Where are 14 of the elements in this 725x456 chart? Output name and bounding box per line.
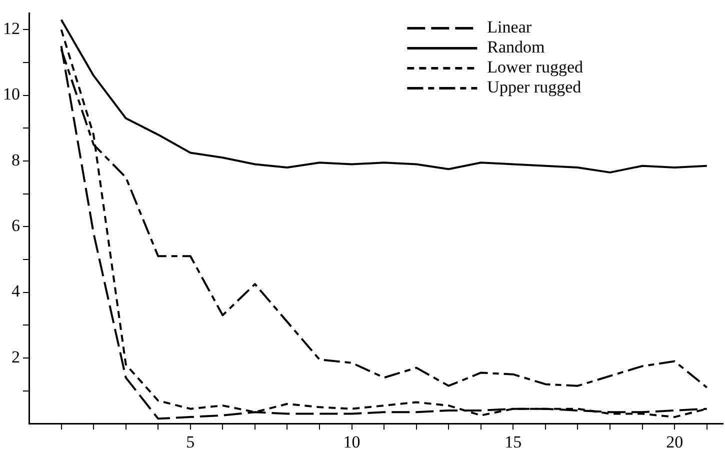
y-tick-label: 8 — [12, 150, 20, 170]
x-tick-label: 10 — [343, 432, 360, 452]
x-tick-label: 20 — [666, 432, 684, 452]
legend-label: Upper rugged — [487, 78, 582, 97]
legend-label: Linear — [487, 18, 532, 37]
y-tick-label: 10 — [3, 84, 20, 104]
y-tick-label: 12 — [3, 19, 20, 38]
y-tick-label: 4 — [12, 282, 20, 301]
legend-label: Random — [487, 38, 545, 57]
y-tick-label: 6 — [12, 216, 20, 236]
x-tick-label: 5 — [186, 432, 195, 452]
y-tick-label: 2 — [12, 347, 20, 366]
x-tick-label: 15 — [504, 432, 522, 452]
legend-label: Lower rugged — [487, 58, 584, 77]
